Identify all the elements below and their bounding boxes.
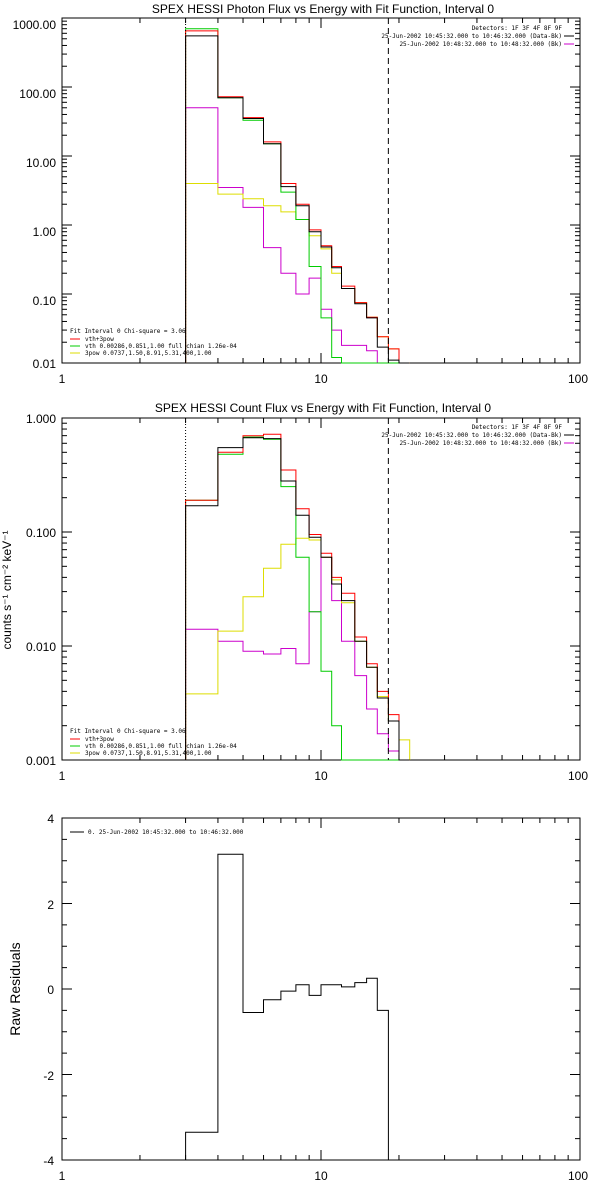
fit-text: Fit Interval 0 Chi-square = 3.06 <box>70 728 186 735</box>
info-text: 25-Jun-2002 10:45:32.000 to 10:46:32.000… <box>381 33 562 40</box>
series-powerlaw <box>185 537 411 760</box>
x-tick-label: 100 <box>568 769 588 783</box>
axis-ticks <box>61 817 581 1161</box>
histogram-series <box>185 853 389 1160</box>
series-data <box>185 35 410 364</box>
y-tick-label: 4 <box>47 812 54 826</box>
series-background <box>185 107 410 364</box>
y-tick-label: 0.01 <box>33 357 57 371</box>
info-text: 25-Jun-2002 10:45:32.000 to 10:46:32.000… <box>381 432 562 439</box>
fit-range-markers <box>185 18 389 363</box>
info-text: 25-Jun-2002 10:48:32.000 to 10:48:32.000… <box>399 440 562 447</box>
x-tick-label: 10 <box>314 769 328 783</box>
panel-title: SPEX HESSI Count Flux vs Energy with Fit… <box>155 401 491 415</box>
y-axis-label: counts s⁻¹ cm⁻² keV⁻¹ <box>0 530 14 649</box>
y-tick-label: 10.00 <box>26 156 56 170</box>
series-total <box>185 30 410 364</box>
histogram-series <box>185 433 411 761</box>
y-tick-label: 1000.00 <box>13 18 57 32</box>
y-tick-label: 1.00 <box>33 225 57 239</box>
photon-flux-panel: SPEX HESSI Photon Flux vs Energy with Fi… <box>13 2 589 386</box>
y-tick-label: 1.000 <box>26 412 56 426</box>
y-tick-label: -2 <box>43 1069 54 1083</box>
series-powerlaw <box>185 183 410 364</box>
y-tick-label: -4 <box>43 1154 54 1168</box>
panel-title: SPEX HESSI Photon Flux vs Energy with Fi… <box>152 2 494 16</box>
x-tick-label: 1 <box>59 1169 66 1183</box>
fit-text: vth+3pow <box>85 336 114 343</box>
series-data <box>185 853 389 1160</box>
fit-range-markers <box>185 418 389 760</box>
histogram-series <box>185 28 410 364</box>
x-tick-label: 10 <box>314 372 328 386</box>
axis-ticks <box>61 17 581 364</box>
x-tick-label: 1 <box>59 769 66 783</box>
fit-text: vth+3pow <box>85 736 114 743</box>
fit-text: Fit Interval 0 Chi-square = 3.06 <box>70 328 186 335</box>
y-tick-label: 0 <box>47 983 54 997</box>
y-tick-label: 0.100 <box>26 526 56 540</box>
x-tick-label: 100 <box>568 1169 588 1183</box>
series-data <box>185 437 410 761</box>
y-tick-label: 0.10 <box>33 294 57 308</box>
series-background <box>185 556 410 761</box>
residuals-panel: Raw Residuals -4 -2 0 2 4 1 10 100 0. 25… <box>7 812 588 1183</box>
fit-text: vth 0.00286,0.851,1.00 full chian 1.26e-… <box>85 343 237 350</box>
x-tick-label: 10 <box>314 1169 328 1183</box>
series-thermal <box>185 28 410 364</box>
series-total <box>185 433 410 761</box>
y-tick-label: 0.010 <box>26 640 56 654</box>
info-text: Detectors: 1F 3F 4F 8F 9F <box>472 424 563 431</box>
count-flux-panel: SPEX HESSI Count Flux vs Energy with Fit… <box>0 401 588 783</box>
info-text: 25-Jun-2002 10:48:32.000 to 10:48:32.000… <box>399 41 562 48</box>
axis-ticks <box>61 417 581 761</box>
fit-text: vth 0.00286,0.851,1.00 full chian 1.26e-… <box>85 743 237 750</box>
x-tick-label: 100 <box>568 372 588 386</box>
fit-text: 3pow 0.0737,1.50,8.91,5.31,400,1.00 <box>85 350 212 357</box>
x-tick-label: 1 <box>59 372 66 386</box>
y-tick-label: 100.00 <box>19 87 56 101</box>
y-axis-label: Raw Residuals <box>7 942 23 1035</box>
fit-text: 3pow 0.0737,1.50,8.91,5.31,400,1.00 <box>85 750 212 757</box>
y-tick-label: 2 <box>47 898 54 912</box>
series-thermal <box>185 436 410 761</box>
info-text: Detectors: 1F 3F 4F 8F 9F <box>472 25 563 32</box>
legend-text: 0. 25-Jun-2002 10:45:32.000 to 10:46:32.… <box>88 829 244 836</box>
y-tick-label: 0.001 <box>26 754 56 768</box>
